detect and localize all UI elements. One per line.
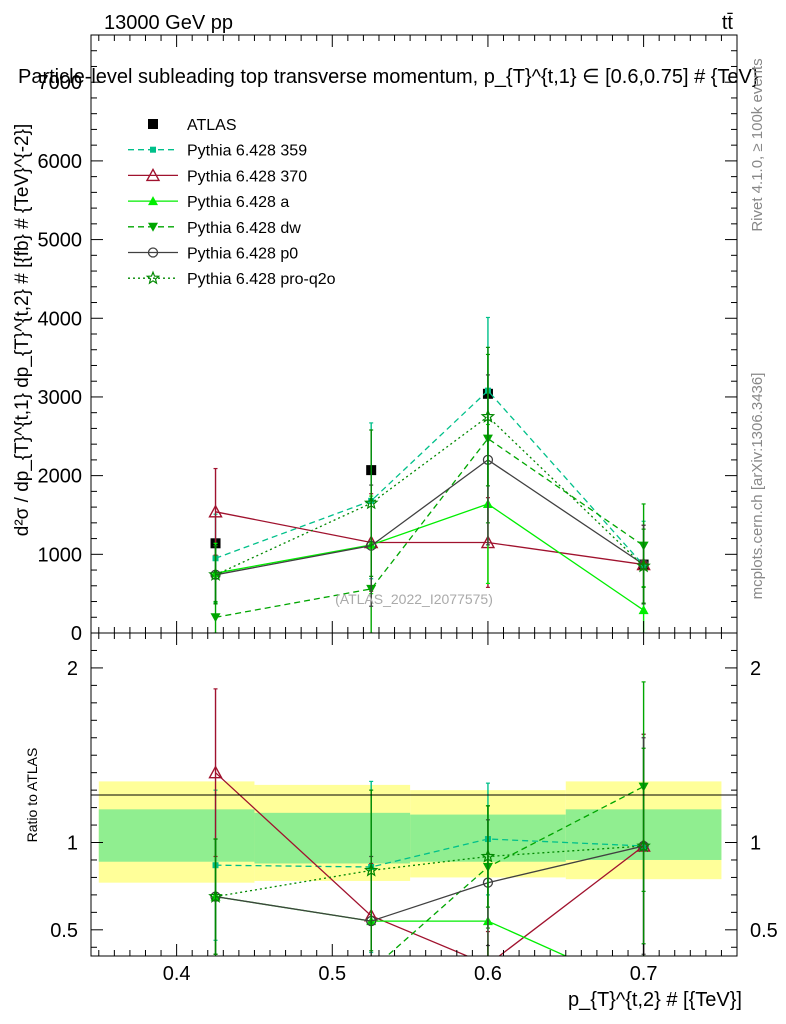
legend-label: Pythia 6.428 359 — [187, 143, 307, 160]
data-point — [636, 558, 651, 573]
x-tick-label: 0.6 — [474, 963, 502, 985]
legend-marker — [150, 146, 156, 153]
series-pythia-6-428-p0 — [210, 374, 649, 607]
data-point — [363, 495, 379, 510]
data-point — [211, 982, 221, 991]
legend-label: Pythia 6.428 a — [187, 194, 289, 211]
legend-marker — [145, 167, 161, 182]
legend-entry: Pythia 6.428 359 — [128, 143, 307, 160]
legend-marker — [148, 222, 158, 232]
data-point — [210, 613, 221, 623]
series-line — [215, 511, 644, 566]
main-panel-series — [208, 316, 651, 633]
ratio-panel-series — [208, 681, 651, 991]
x-tick-label: 0.5 — [318, 963, 346, 985]
legend-entry: Pythia 6.428 370 — [128, 167, 307, 185]
legend-entry: Pythia 6.428 p0 — [128, 246, 298, 263]
ratio-y-tick-label: 2 — [67, 658, 78, 680]
legend-entry: Pythia 6.428 a — [128, 194, 289, 211]
ratio-y-tick-label-right: 2 — [750, 658, 761, 680]
y-tick-label: 5000 — [38, 230, 83, 252]
legend-label: Pythia 6.428 pro-q2o — [187, 271, 336, 288]
energy-label: 13000 GeV pp — [104, 12, 233, 34]
y-axis-label: d²σ / dp_{T}^{t,1} dp_{T}^{t,2} # [{fb} … — [12, 124, 33, 536]
series-line — [215, 389, 645, 566]
axis-ticks — [91, 35, 737, 956]
analysis-watermark: (ATLAS_2022_I2077575) — [335, 591, 493, 607]
ratio-uncertainty-bands — [98, 781, 722, 883]
series-pythia-6-428-pro-q2o — [208, 747, 651, 955]
data-point — [480, 408, 496, 423]
x-axis-label: p_{T}^{t,2} # [{TeV}] — [568, 989, 742, 1011]
legend-label: Pythia 6.428 p0 — [187, 246, 298, 263]
legend-marker — [148, 196, 158, 206]
legend-entry: ATLAS — [148, 117, 237, 134]
series-line — [215, 459, 644, 576]
series-line — [215, 845, 644, 922]
data-point — [363, 862, 379, 877]
y-tick-label: 6000 — [38, 151, 83, 173]
y-tick-label: 7000 — [38, 72, 83, 94]
series-pythia-6-428-359 — [212, 316, 647, 610]
y-tick-label: 0 — [71, 623, 82, 645]
rivet-version-label: Rivet 4.1.0, ≥ 100k events — [749, 58, 766, 231]
data-point — [208, 504, 223, 518]
ratio-y-tick-label: 0.5 — [50, 920, 78, 942]
data-point — [208, 888, 223, 903]
legend-entry: Pythia 6.428 pro-q2o — [128, 270, 336, 288]
ratio-inner-band — [254, 812, 411, 864]
data-point — [208, 765, 223, 779]
legend: ATLAS Pythia 6.428 359 Pythia 6.428 370 Pyt… — [128, 117, 336, 288]
ratio-y-tick-label-right: 1 — [750, 833, 761, 855]
axis-tick-labels: 0 1000 2000 3000 4000 5000 6000 7000 0.4 0.5 0.6 0.… — [38, 72, 778, 985]
plot-title: Particle-level subleading top transverse… — [18, 66, 759, 88]
legend-label: Pythia 6.428 dw — [187, 220, 301, 237]
legend-label: ATLAS — [187, 117, 237, 134]
data-point — [366, 966, 376, 975]
legend-marker — [147, 247, 159, 258]
series-line — [215, 415, 645, 576]
legend-marker — [148, 119, 158, 129]
series-pythia-6-428-pro-q2o — [208, 346, 651, 605]
data-point — [636, 838, 651, 853]
process-label: tt̄ — [722, 12, 734, 34]
series-line — [215, 503, 644, 611]
ratio-y-tick-label: 1 — [67, 833, 78, 855]
ratio-inner-band — [98, 809, 255, 862]
x-tick-label: 0.4 — [163, 963, 191, 985]
x-tick-label: 0.7 — [630, 963, 658, 985]
series-line — [215, 838, 644, 868]
ratio-y-tick-label-right: 0.5 — [750, 920, 778, 942]
series-line — [215, 772, 644, 956]
mcplots-credit-label: mcplots.cern.ch [arXiv:1306.3436] — [749, 373, 766, 600]
legend-label: Pythia 6.428 370 — [187, 168, 307, 185]
y-tick-label: 2000 — [38, 466, 83, 488]
series-line — [215, 845, 644, 898]
series-line — [215, 895, 568, 956]
y-tick-label: 4000 — [38, 308, 83, 330]
data-point — [638, 605, 649, 615]
y-tick-label: 1000 — [38, 544, 83, 566]
legend-entry: Pythia 6.428 dw — [128, 220, 301, 237]
ratio-y-axis-label: Ratio to ATLAS — [24, 748, 40, 843]
series-line — [386, 786, 644, 956]
data-point — [208, 567, 223, 581]
legend-marker — [145, 270, 161, 285]
data-point — [480, 848, 496, 863]
y-tick-label: 3000 — [38, 387, 83, 409]
